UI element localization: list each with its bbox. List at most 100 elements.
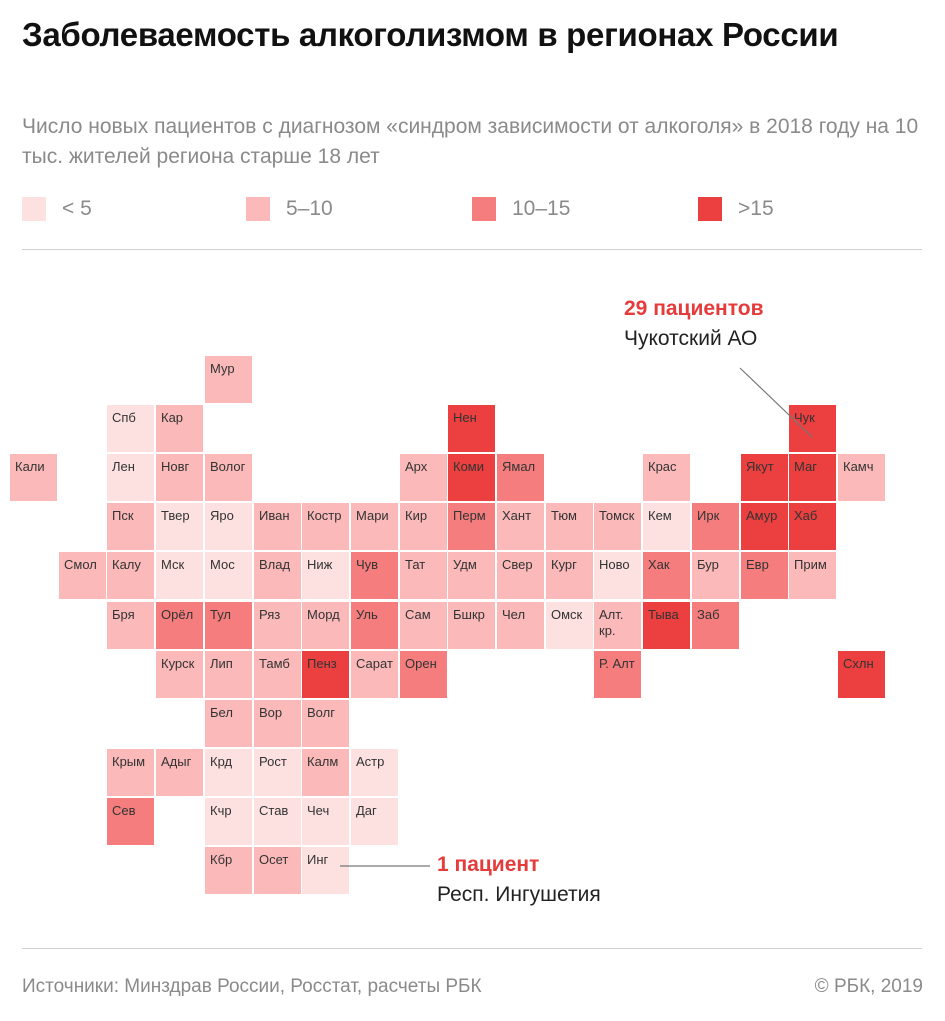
region-tile: Хак (643, 552, 690, 599)
region-tile: Р. Алт (594, 651, 641, 698)
region-tile: Мари (351, 503, 398, 550)
region-tile: Тамб (254, 651, 301, 698)
region-tile: Твер (156, 503, 203, 550)
legend-label-10-15: 10–15 (512, 197, 571, 220)
region-tile: Удм (448, 552, 495, 599)
region-tile: Чув (351, 552, 398, 599)
region-tile: Влад (254, 552, 301, 599)
region-tile: Волг (302, 700, 349, 747)
region-tile: Хаб (789, 503, 836, 550)
region-tile: Схлн (838, 651, 885, 698)
callout-min-value: 1 пациент (437, 853, 540, 876)
callout-max-name: Чукотский АО (624, 327, 758, 350)
region-tile: Тул (205, 602, 252, 649)
region-tile: Ново (594, 552, 641, 599)
region-tile: Адыг (156, 749, 203, 796)
region-tile: Иван (254, 503, 301, 550)
region-tile: Перм (448, 503, 495, 550)
legend-swatch-10-15 (472, 197, 496, 221)
region-tile: Яро (205, 503, 252, 550)
region-tile: Сарат (351, 651, 398, 698)
legend-swatch-5-10 (246, 197, 270, 221)
region-tile: Сам (400, 602, 447, 649)
region-tile: Новг (156, 454, 203, 501)
region-tile: Ирк (692, 503, 739, 550)
region-tile: Инг (302, 847, 349, 894)
region-tile: Ямал (497, 454, 544, 501)
region-tile: Курск (156, 651, 203, 698)
region-tile: Калу (107, 552, 154, 599)
region-tile: Смол (59, 552, 106, 599)
region-tile: Кбр (205, 847, 252, 894)
legend-item-gt15: >15 (698, 194, 774, 224)
region-tile: Пск (107, 503, 154, 550)
region-tile: Нен (448, 405, 495, 452)
region-tile: Алт. кр. (594, 602, 641, 649)
region-tile: Крд (205, 749, 252, 796)
legend-item-5-10: 5–10 (246, 194, 333, 224)
region-tile: Мур (205, 356, 252, 403)
region-tile: Свер (497, 552, 544, 599)
region-tile: Спб (107, 405, 154, 452)
legend-item-lt5: < 5 (22, 194, 92, 224)
region-tile: Орёл (156, 602, 203, 649)
region-tile: Камч (838, 454, 885, 501)
region-tile: Тюм (546, 503, 593, 550)
region-tile: Сев (107, 798, 154, 845)
region-tile: Маг (789, 454, 836, 501)
region-tile: Тыва (643, 602, 690, 649)
region-tile: Кчр (205, 798, 252, 845)
region-tile: Бря (107, 602, 154, 649)
region-tile: Кар (156, 405, 203, 452)
region-tile: Кали (10, 454, 57, 501)
legend-item-10-15: 10–15 (472, 194, 570, 224)
top-divider (22, 249, 922, 250)
region-tile: Бур (692, 552, 739, 599)
legend-swatch-gt15 (698, 197, 722, 221)
region-tile: Волог (205, 454, 252, 501)
region-tile: Хант (497, 503, 544, 550)
region-tile: Чук (789, 405, 836, 452)
region-tile: Омск (546, 602, 593, 649)
legend-label-gt15: >15 (738, 197, 774, 220)
region-tile: Чеч (302, 798, 349, 845)
region-tile: Коми (448, 454, 495, 501)
region-tile: Рост (254, 749, 301, 796)
region-tile: Евр (741, 552, 788, 599)
region-tile: Чел (497, 602, 544, 649)
bottom-divider (22, 948, 922, 949)
region-tile: Вор (254, 700, 301, 747)
region-tile: Амур (741, 503, 788, 550)
page-title: Заболеваемость алкоголизмом в регионах Р… (22, 16, 839, 53)
region-tile: Крас (643, 454, 690, 501)
region-tile: Кем (643, 503, 690, 550)
region-tile: Лен (107, 454, 154, 501)
region-tile: Орен (400, 651, 447, 698)
region-tile: Ряз (254, 602, 301, 649)
region-tile: Арх (400, 454, 447, 501)
region-tile: Став (254, 798, 301, 845)
callout-max-value: 29 пациентов (624, 297, 764, 320)
region-tile: Калм (302, 749, 349, 796)
region-tile: Якут (741, 454, 788, 501)
region-tile: Даг (351, 798, 398, 845)
region-tile: Астр (351, 749, 398, 796)
region-tile: Прим (789, 552, 836, 599)
legend: < 5 5–10 10–15 >15 (22, 194, 922, 224)
region-tile: Лип (205, 651, 252, 698)
region-tile: Морд (302, 602, 349, 649)
region-tile: Мск (156, 552, 203, 599)
legend-label-lt5: < 5 (62, 197, 92, 220)
region-tile: Осет (254, 847, 301, 894)
region-tile: Крым (107, 749, 154, 796)
region-tile: Уль (351, 602, 398, 649)
legend-swatch-lt5 (22, 197, 46, 221)
legend-label-5-10: 5–10 (286, 197, 333, 220)
footer-copyright: © РБК, 2019 (814, 976, 923, 997)
region-tile: Бшкр (448, 602, 495, 649)
region-tile: Пенз (302, 651, 349, 698)
region-tile: Костр (302, 503, 349, 550)
subtitle: Число новых пациентов с диагнозом «синдр… (22, 115, 919, 168)
region-tile: Томск (594, 503, 641, 550)
